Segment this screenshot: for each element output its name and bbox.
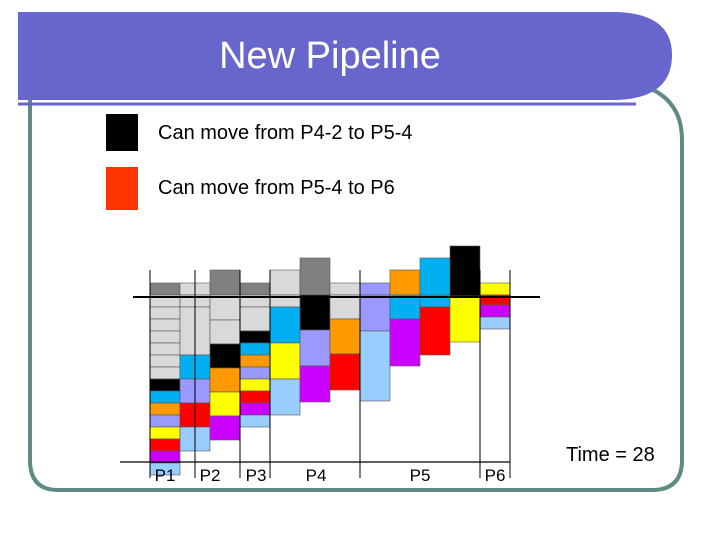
pipeline-block-lightgray (149, 342, 181, 356)
stage-label-p6: P6 (484, 466, 506, 485)
stage-label-p2: P2 (199, 466, 221, 485)
pipeline-block-blue (359, 294, 391, 332)
header-banner (18, 12, 672, 100)
pipeline-block-orange (389, 269, 421, 296)
stage-label-p5: P5 (409, 466, 431, 485)
pipeline-block-lightgray (209, 319, 241, 345)
time-label: Time = 28 (566, 444, 655, 466)
stage-label-p3: P3 (245, 466, 267, 485)
slide-title: New Pipeline (219, 35, 441, 77)
pipeline-block-gray (209, 269, 241, 296)
legend-label-red: Can move from P5-4 to P6 (158, 177, 395, 199)
pipeline-block-lightblue (239, 414, 271, 428)
pipeline-block-lightgray (149, 354, 181, 368)
pipeline-block-gray (149, 282, 181, 296)
pipeline-block-orange (209, 367, 241, 393)
pipeline-block-lightgray (209, 294, 241, 321)
pipeline-block-blue (299, 329, 331, 367)
pipeline-block-yellow (149, 426, 181, 440)
pipeline-block-black (239, 330, 271, 344)
pipeline-block-blue (359, 282, 391, 296)
pipeline-block-yellow (449, 295, 481, 343)
pipeline-block-cyan (419, 257, 451, 296)
pipeline-block-magenta (149, 450, 181, 464)
slide-frame-border (28, 78, 684, 492)
pipeline-block-lightblue (269, 378, 301, 416)
pipeline-block-lightblue (359, 330, 391, 402)
pipeline-block-lightgray (149, 366, 181, 380)
pipeline-block-yellow (209, 391, 241, 417)
pipeline-block-magenta (239, 402, 271, 416)
pipeline-block-gray (299, 257, 331, 296)
pipeline-block-black (299, 294, 331, 331)
pipeline-block-lightgray (329, 294, 361, 320)
pipeline-block-blue (149, 414, 181, 428)
pipeline-block-black (449, 245, 481, 297)
pipeline-block-gray (239, 282, 271, 296)
pipeline-block-red (149, 438, 181, 452)
legend-swatch-red (106, 167, 138, 210)
pipeline-block-lightgray (329, 282, 361, 296)
pipeline-block-black (149, 378, 181, 392)
pipeline-block-orange (149, 402, 181, 416)
pipeline-block-red (239, 390, 271, 404)
pipeline-block-lightgray (149, 330, 181, 344)
pipeline-block-cyan (239, 342, 271, 356)
pipeline-block-orange (239, 354, 271, 368)
pipeline-block-red (419, 306, 451, 356)
pipeline-block-lightblue (479, 316, 511, 330)
pipeline-block-lightgray (269, 269, 301, 296)
pipeline-block-cyan (269, 306, 301, 344)
pipeline-block-red (329, 353, 361, 391)
pipeline-block-orange (329, 318, 361, 355)
pipeline-block-yellow (269, 342, 301, 380)
pipeline-block-lightgray (149, 318, 181, 332)
pipeline-block-black (209, 343, 241, 369)
legend-label-black: Can move from P4-2 to P5-4 (158, 122, 413, 144)
legend-swatch-black (106, 114, 138, 151)
pipeline-block-magenta (479, 304, 511, 318)
pipeline-block-lightgray (239, 306, 271, 332)
pipeline-block-cyan (149, 390, 181, 404)
pipeline-diagram (120, 245, 540, 478)
pipeline-block-blue (239, 366, 271, 380)
pipeline-block-yellow (239, 378, 271, 392)
pipeline-block-lightgray (149, 306, 181, 320)
stage-label-p1: P1 (154, 466, 176, 485)
pipeline-block-magenta (389, 318, 421, 367)
pipeline-block-magenta (209, 415, 241, 441)
pipeline-block-cyan (389, 294, 421, 320)
pipeline-block-yellow (479, 282, 511, 296)
pipeline-block-magenta (299, 365, 331, 403)
stage-label-p4: P4 (305, 466, 327, 485)
